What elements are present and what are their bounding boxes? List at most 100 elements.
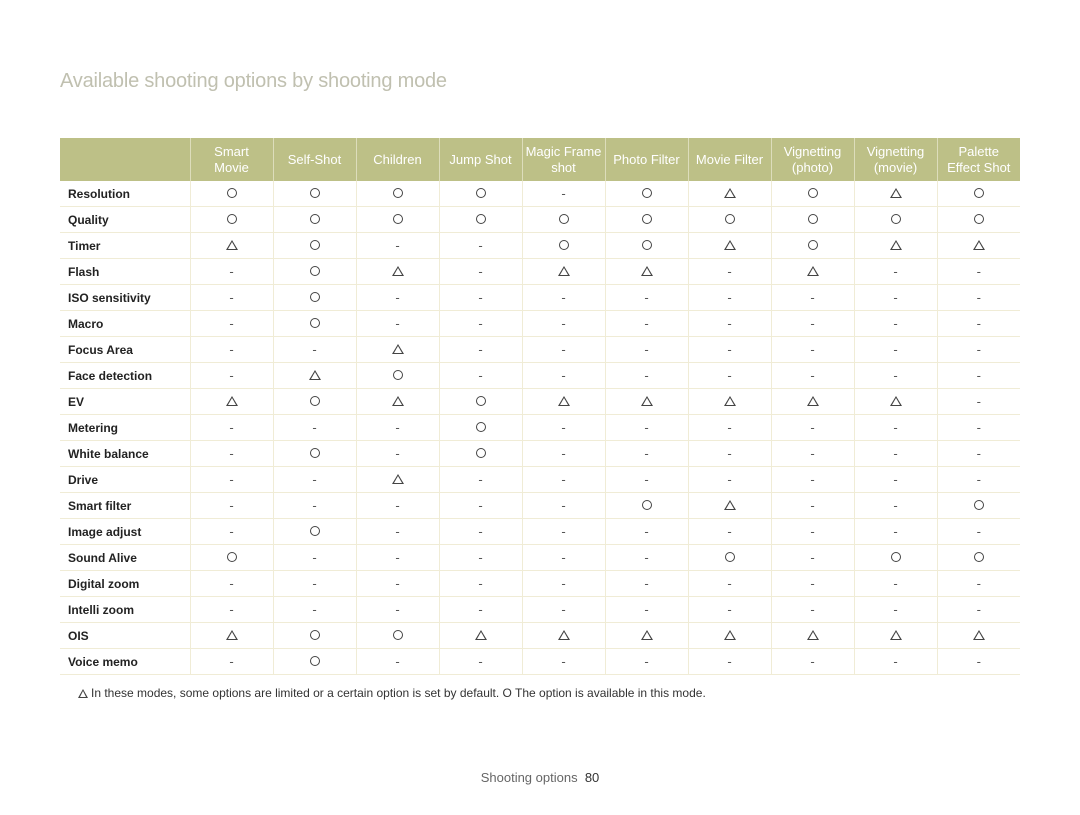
column-header: Self-Shot — [273, 138, 356, 181]
row-label: Digital zoom — [60, 571, 190, 597]
table-cell: - — [190, 571, 273, 597]
triangle-icon — [973, 629, 985, 642]
table-cell: - — [688, 337, 771, 363]
dash-icon: - — [229, 317, 233, 330]
dash-icon: - — [561, 421, 565, 434]
table-cell: - — [605, 337, 688, 363]
table-cell — [439, 623, 522, 649]
dash-icon: - — [229, 525, 233, 538]
dash-icon: - — [395, 525, 399, 538]
table-cell — [605, 493, 688, 519]
triangle-icon — [724, 395, 736, 408]
circle-icon — [310, 629, 320, 642]
table-cell: - — [190, 519, 273, 545]
table-cell: - — [937, 311, 1020, 337]
dash-icon: - — [810, 603, 814, 616]
table-cell: - — [190, 441, 273, 467]
table-row: White balance-------- — [60, 441, 1020, 467]
table-cell — [356, 259, 439, 285]
triangle-icon — [392, 395, 404, 408]
table-cell — [190, 545, 273, 571]
circle-icon — [725, 213, 735, 226]
table-cell: - — [771, 441, 854, 467]
table-row: Drive--------- — [60, 467, 1020, 493]
table-cell — [854, 389, 937, 415]
table-cell — [439, 207, 522, 233]
table-cell: - — [356, 233, 439, 259]
circle-icon — [310, 187, 320, 200]
table-cell: - — [688, 519, 771, 545]
table-cell: - — [190, 259, 273, 285]
dash-icon: - — [977, 291, 981, 304]
circle-icon — [642, 239, 652, 252]
triangle-icon — [807, 629, 819, 642]
dash-icon: - — [727, 265, 731, 278]
circle-icon — [227, 551, 237, 564]
table-cell: - — [605, 415, 688, 441]
dash-icon: - — [229, 473, 233, 486]
dash-icon: - — [312, 343, 316, 356]
table-cell: - — [190, 285, 273, 311]
table-cell: - — [605, 363, 688, 389]
table-cell — [688, 545, 771, 571]
table-cell — [439, 389, 522, 415]
triangle-icon — [641, 395, 653, 408]
circle-icon — [974, 499, 984, 512]
dash-icon: - — [644, 447, 648, 460]
table-cell: - — [190, 363, 273, 389]
dash-icon: - — [977, 317, 981, 330]
dash-icon: - — [727, 291, 731, 304]
dash-icon: - — [893, 369, 897, 382]
table-row: Smart filter------- — [60, 493, 1020, 519]
table-cell: - — [937, 415, 1020, 441]
dash-icon: - — [893, 473, 897, 486]
table-row: Intelli zoom---------- — [60, 597, 1020, 623]
table-cell: - — [854, 259, 937, 285]
dash-icon: - — [478, 525, 482, 538]
dash-icon: - — [810, 525, 814, 538]
circle-icon — [476, 213, 486, 226]
table-cell: - — [688, 597, 771, 623]
table-cell — [522, 233, 605, 259]
dash-icon: - — [644, 655, 648, 668]
triangle-icon — [724, 499, 736, 512]
table-cell: - — [605, 649, 688, 675]
table-cell: - — [439, 571, 522, 597]
table-cell: - — [522, 441, 605, 467]
table-cell: - — [937, 519, 1020, 545]
table-cell: - — [771, 285, 854, 311]
table-row: Digital zoom---------- — [60, 571, 1020, 597]
dash-icon: - — [727, 525, 731, 538]
table-cell: - — [937, 259, 1020, 285]
triangle-icon — [890, 239, 902, 252]
circle-icon — [891, 213, 901, 226]
dash-icon: - — [727, 343, 731, 356]
dash-icon: - — [229, 369, 233, 382]
table-cell: - — [439, 519, 522, 545]
table-cell: - — [356, 285, 439, 311]
circle-icon — [476, 447, 486, 460]
table-cell — [190, 207, 273, 233]
table-cell: - — [439, 259, 522, 285]
table-cell: - — [605, 597, 688, 623]
table-row: Resolution- — [60, 181, 1020, 207]
table-cell: - — [854, 363, 937, 389]
dash-icon: - — [727, 447, 731, 460]
table-cell — [854, 181, 937, 207]
table-cell — [854, 623, 937, 649]
row-label: Quality — [60, 207, 190, 233]
table-cell: - — [190, 467, 273, 493]
dash-icon: - — [395, 421, 399, 434]
table-cell: - — [854, 571, 937, 597]
table-cell — [937, 545, 1020, 571]
circle-icon — [310, 655, 320, 668]
table-cell: - — [439, 649, 522, 675]
table-cell — [771, 623, 854, 649]
table-cell: - — [605, 545, 688, 571]
table-row: Image adjust--------- — [60, 519, 1020, 545]
table-cell — [356, 363, 439, 389]
triangle-icon — [724, 239, 736, 252]
dash-icon: - — [229, 655, 233, 668]
table-cell — [688, 493, 771, 519]
table-cell: - — [273, 415, 356, 441]
